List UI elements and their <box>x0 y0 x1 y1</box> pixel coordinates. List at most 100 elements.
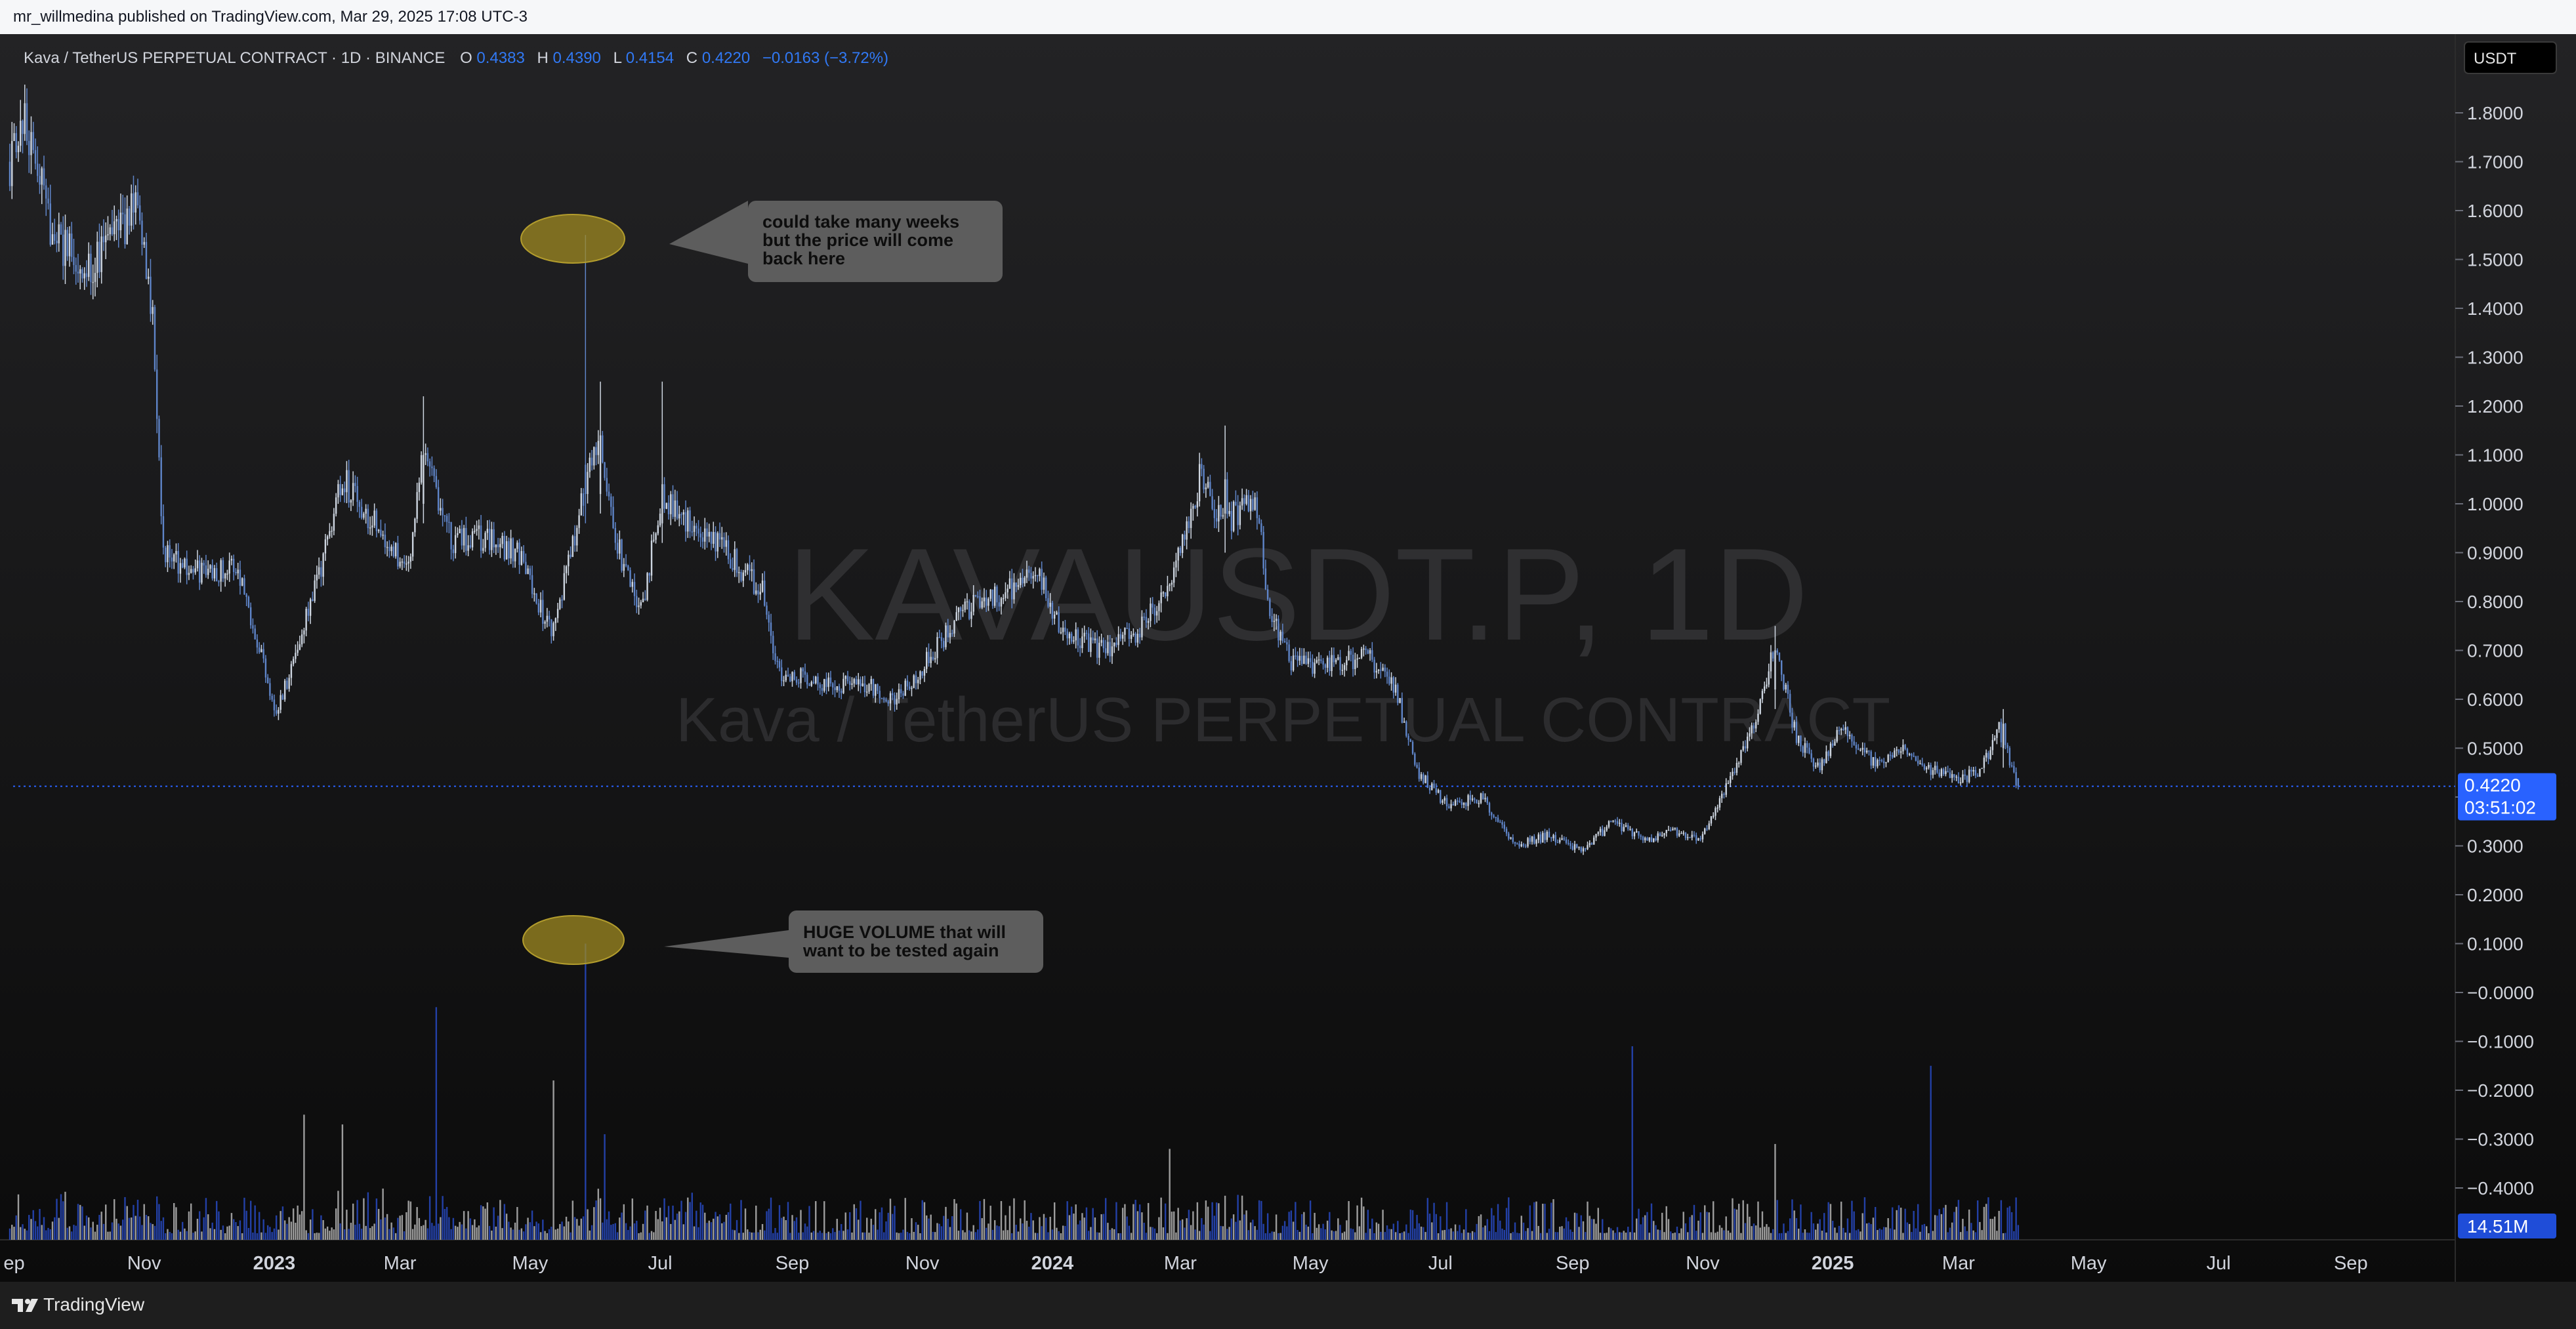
candle-body <box>341 488 344 495</box>
candle-body <box>1243 498 1245 504</box>
price-highlight-ellipse[interactable] <box>520 214 625 264</box>
volume-bar <box>1976 1200 1979 1240</box>
volume-bar <box>230 1213 233 1240</box>
currency-badge[interactable] <box>2464 41 2557 74</box>
candle-body <box>1186 521 1188 540</box>
candle-body <box>158 419 160 458</box>
candle-body <box>122 213 124 215</box>
price-axis[interactable]: 1.80001.70001.60001.50001.40001.30001.20… <box>2455 103 2534 1198</box>
volume-bar <box>41 1225 43 1240</box>
candle-body <box>1102 640 1105 649</box>
candle-body <box>1778 652 1781 661</box>
volume-bar <box>1314 1212 1316 1240</box>
volume-bar <box>642 1223 644 1240</box>
candle-body <box>228 560 230 574</box>
candle-body <box>1026 569 1028 578</box>
time-tick-label: May <box>1293 1253 1329 1274</box>
candle-body <box>1819 762 1821 771</box>
volume-bar <box>1836 1233 1838 1240</box>
candle-body <box>1749 733 1751 737</box>
candle-body <box>1132 633 1134 635</box>
candle-body <box>1394 684 1397 693</box>
candle-body <box>1375 670 1378 673</box>
candle-body <box>390 546 392 552</box>
candle-body <box>1585 848 1587 849</box>
volume-bar <box>755 1205 757 1240</box>
candle-body <box>165 547 167 563</box>
candle-body <box>785 674 787 681</box>
volume-bar <box>1243 1214 1245 1240</box>
volume-bar <box>849 1212 851 1240</box>
volume-bar <box>1211 1202 1213 1240</box>
time-axis[interactable]: ep Nov 2023 Mar May Jul Sep Nov 2024 Mar May Jul Sep… <box>3 1253 2367 1274</box>
volume-bar <box>1578 1227 1580 1240</box>
volume-bar <box>785 1220 787 1240</box>
candle-body <box>128 208 131 226</box>
volume-bar <box>1077 1224 1079 1240</box>
candle-body <box>1533 836 1535 844</box>
symbol-legend[interactable]: Kava / TetherUS PERPETUAL CONTRACT · 1D … <box>24 49 888 67</box>
candle-body <box>92 281 94 283</box>
volume-bar <box>1341 1233 1344 1240</box>
candle-body <box>1730 776 1732 783</box>
candle-body <box>1279 632 1281 641</box>
candle-body <box>54 234 56 241</box>
tradingview-brand[interactable]: TradingView <box>43 1294 145 1315</box>
candle-body <box>1211 496 1213 509</box>
candle-body <box>653 539 655 541</box>
volume-bar <box>585 943 587 1240</box>
candle-body <box>1278 619 1279 641</box>
volume-bar <box>448 1217 450 1240</box>
volume-bar <box>1753 1223 1755 1240</box>
volume-bar <box>1917 1204 1919 1240</box>
volume-bar <box>582 1216 585 1240</box>
candle-body <box>1976 775 1979 777</box>
volume-bar <box>1537 1225 1539 1240</box>
price-chart[interactable]: KAVAUSDT.P, 1D Kava / TetherUS PERPETUAL… <box>0 34 2576 1282</box>
time-tick-label: Nov <box>127 1253 161 1274</box>
volume-bar <box>1563 1228 1565 1240</box>
candle-body <box>1552 835 1554 838</box>
candle-body <box>1164 592 1167 597</box>
volume-bar <box>145 1215 148 1240</box>
candle-body <box>1968 769 1970 783</box>
volume-bar <box>369 1228 371 1240</box>
volume-tag <box>2458 1214 2556 1238</box>
candle-body <box>79 269 81 274</box>
tradingview-logo-icon[interactable] <box>12 1295 38 1315</box>
volume-bar <box>1448 1229 1450 1240</box>
candle-body <box>1433 783 1435 788</box>
candle-body <box>1175 560 1177 568</box>
volume-highlight-ellipse[interactable] <box>522 915 625 965</box>
candle-body <box>853 679 855 684</box>
candle-body <box>761 581 764 592</box>
volume-bar <box>431 1223 433 1240</box>
candle-body <box>1371 650 1373 660</box>
candle-body <box>1416 764 1418 768</box>
candle-body <box>360 506 363 518</box>
candle-body <box>638 605 640 607</box>
volume-bar <box>1629 1232 1631 1240</box>
volume-bar <box>2000 1200 2003 1240</box>
candle-body <box>559 599 561 609</box>
candle-body <box>1420 774 1423 779</box>
candle-body <box>943 641 945 647</box>
volume-bar <box>1495 1232 1497 1240</box>
volume-bar <box>1440 1216 1442 1240</box>
volume-callout-box[interactable] <box>789 910 1043 973</box>
volume-bar <box>1552 1199 1554 1240</box>
volume-bar <box>1740 1233 1742 1240</box>
volume-bar <box>2008 1206 2011 1240</box>
candle-body <box>883 698 885 700</box>
candle-body <box>1510 837 1512 839</box>
candle-body <box>1727 783 1730 785</box>
volume-bar <box>1874 1206 1877 1240</box>
candle-body <box>764 581 766 606</box>
volume-bar <box>1155 1233 1158 1240</box>
candle-body <box>561 599 563 601</box>
candle-body <box>94 273 96 282</box>
candle-body <box>81 269 83 279</box>
volume-bar <box>281 1206 284 1240</box>
price-callout-line-3: back here <box>762 249 845 268</box>
price-callout-box[interactable] <box>748 201 1003 282</box>
